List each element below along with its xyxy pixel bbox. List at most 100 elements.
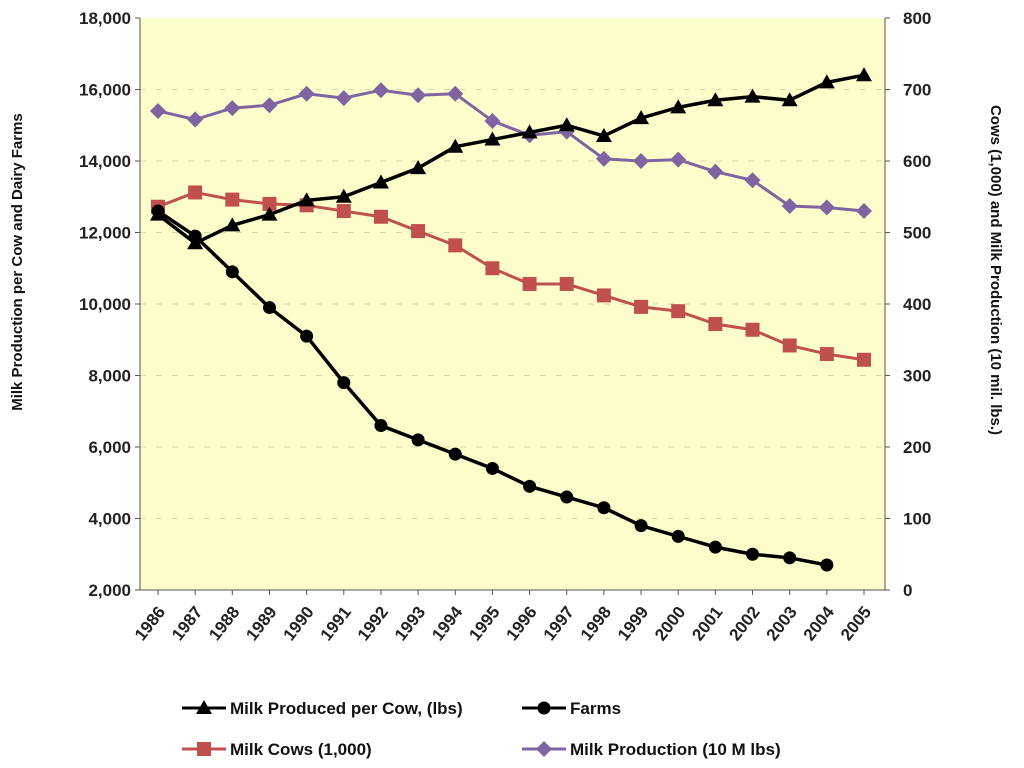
series-1 [151,204,834,572]
x-tick-label: 1995 [465,603,503,645]
data-point [224,217,241,232]
data-point [782,338,797,353]
data-point [671,304,686,319]
x-tick-label: 2001 [688,603,726,645]
right-tick-label: 200 [903,438,931,457]
x-tick-label: 1997 [540,603,578,645]
data-point [634,299,649,314]
x-axis-ticks: 1986198719881989199019911992199319941995… [131,590,875,644]
data-point [225,192,240,207]
x-tick-label: 1998 [577,603,615,645]
series-line [156,73,865,245]
right-tick-label: 300 [903,367,931,386]
left-tick-label: 18,000 [79,9,131,28]
data-point [596,288,611,303]
data-point [187,111,204,128]
data-point [744,88,761,103]
legend-item: Milk Cows (1,000) [182,740,372,759]
legend-item: Farms [522,699,621,718]
data-point [633,110,650,125]
data-point [447,85,464,102]
data-point [857,352,871,367]
right-tick-label: 0 [903,581,912,600]
data-point [485,261,500,276]
data-point [261,97,278,114]
data-point [671,529,685,543]
data-point [337,376,351,390]
series-3 [150,82,872,220]
data-point [746,547,760,561]
right-tick-label: 100 [903,510,931,529]
data-point [633,153,650,169]
data-point [708,540,722,554]
data-point [559,276,574,291]
data-point [410,87,427,104]
data-point [262,196,277,211]
gridlines [140,89,885,519]
x-tick-label: 1987 [168,603,206,645]
legend: Milk Produced per Cow, (lbs) Farms Milk Co… [182,699,781,759]
x-tick-label: 1988 [205,603,243,645]
data-point [224,100,241,117]
data-point [300,329,314,343]
legend-label: Farms [570,699,621,718]
data-point [335,188,352,203]
right-axis-ticks: 0 100 200 300 400 500 600 700 800 [885,9,931,600]
legend-label: Milk Cows (1,000) [230,740,372,759]
data-point [856,203,872,220]
left-tick-label: 12,000 [79,224,131,243]
x-tick-label: 2004 [800,602,839,644]
legend-label: Milk Production (10 M lbs) [570,740,781,759]
x-tick-label: 2003 [763,603,801,645]
legend-item: Milk Produced per Cow, (lbs) [182,699,463,718]
data-point [410,160,427,175]
data-point [188,185,203,200]
right-tick-label: 600 [903,152,931,171]
data-point [411,224,426,239]
series-0 [150,67,872,250]
data-point [484,112,501,129]
data-point [372,174,389,189]
data-point [781,92,798,107]
left-tick-label: 8,000 [88,367,131,386]
data-point [372,82,389,99]
data-point [558,117,575,132]
x-tick-label: 2002 [725,603,763,645]
data-point [485,461,499,475]
left-tick-label: 16,000 [79,81,131,100]
data-point [707,92,724,107]
legend-marker [196,700,212,714]
series-layer [150,67,872,572]
data-point [261,206,278,221]
data-point [634,519,648,533]
x-tick-label: 2000 [651,603,689,645]
data-point [521,124,538,139]
x-tick-label: 1996 [502,603,540,645]
right-axis-title: Cows (1,000) and Milk Production (10 mil… [987,105,1004,435]
legend-marker [536,741,552,757]
x-tick-label: 1990 [280,603,318,645]
data-point [374,419,388,433]
x-tick-label: 1999 [614,603,652,645]
data-point [818,74,835,89]
data-point [484,131,501,146]
left-tick-label: 6,000 [88,438,131,457]
x-tick-label: 1994 [428,602,467,644]
data-point [447,138,464,153]
right-tick-label: 700 [903,81,931,100]
data-point [818,199,835,216]
x-tick-label: 1991 [317,603,355,645]
left-tick-label: 2,000 [88,581,131,600]
data-point [150,102,166,119]
data-point [744,172,761,189]
x-tick-label: 1992 [354,603,392,645]
data-point [411,433,425,447]
legend-marker [537,701,551,715]
data-point [707,163,724,180]
data-point [708,317,723,332]
x-tick-label: 1989 [242,603,280,645]
data-point [336,204,351,219]
right-tick-label: 400 [903,295,931,314]
data-point [783,551,797,565]
